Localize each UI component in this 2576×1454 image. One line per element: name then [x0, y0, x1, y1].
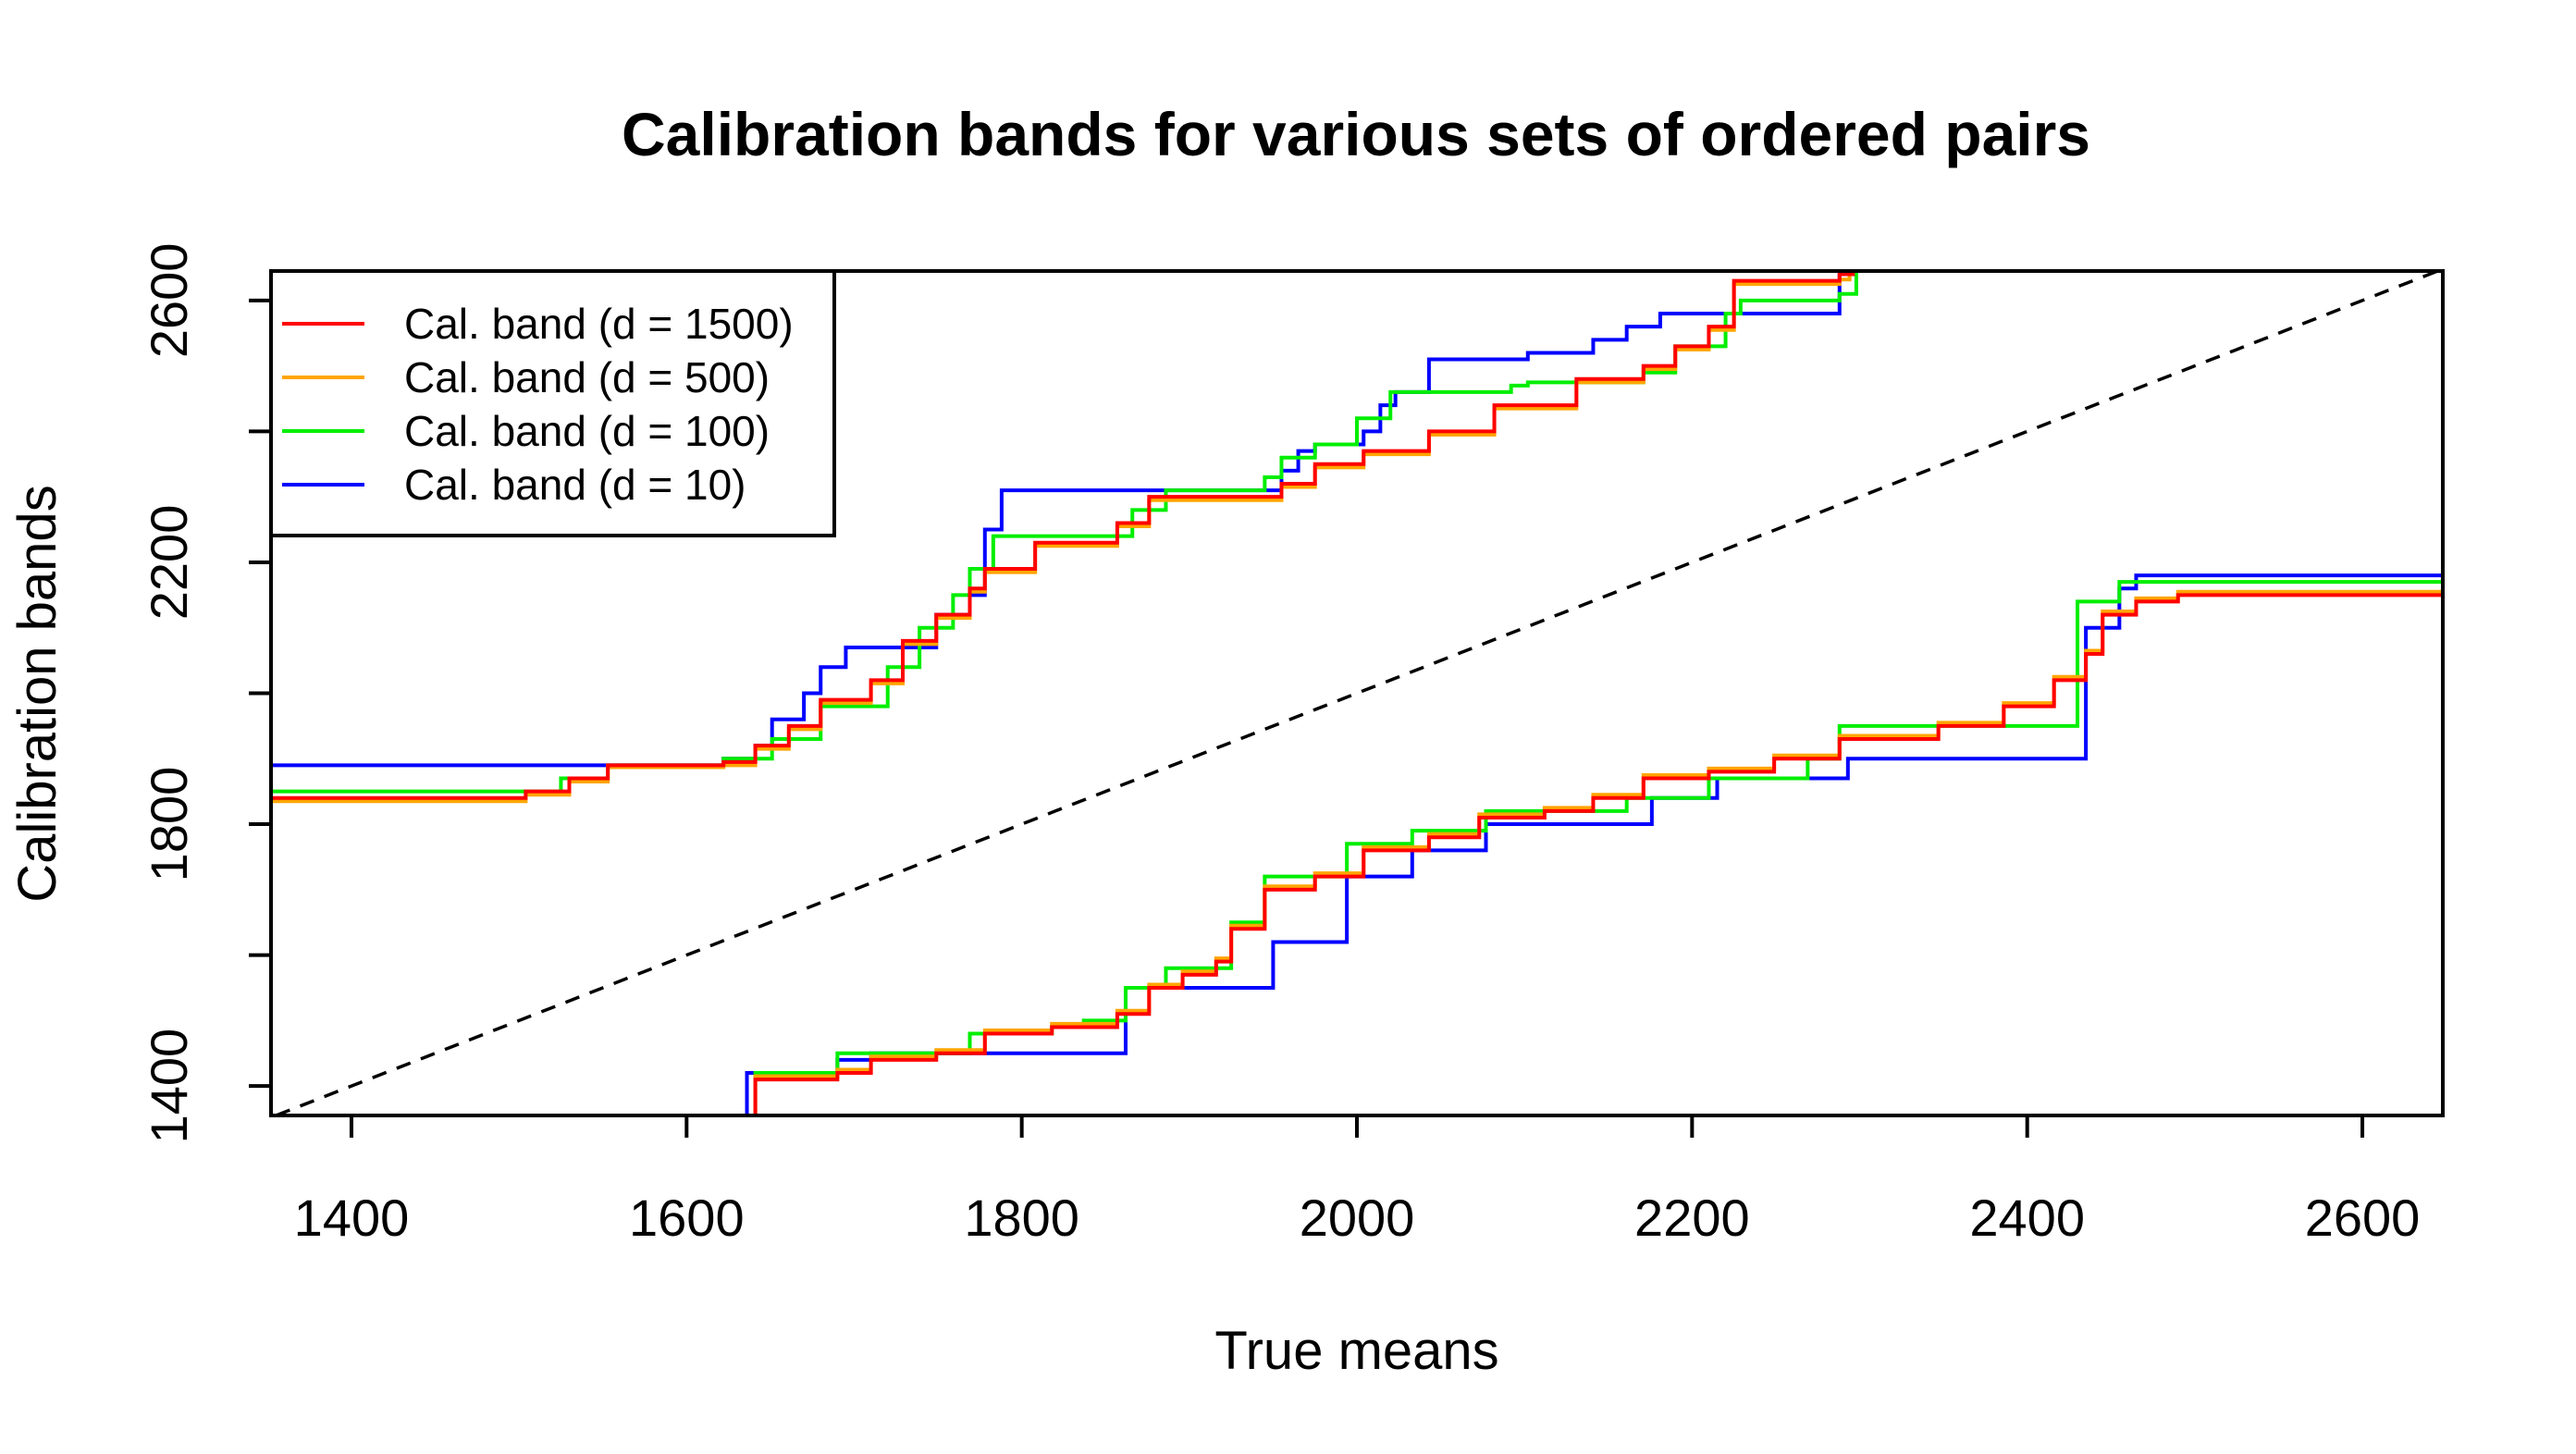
- legend-item: Cal. band (d = 100): [282, 407, 770, 455]
- x-tick-label: 2000: [1300, 1189, 1415, 1247]
- series-upper-band-d500: [271, 271, 1852, 804]
- legend-label: Cal. band (d = 100): [404, 407, 770, 455]
- series-lower-band-d1500: [689, 593, 2443, 1115]
- chart-title: Calibration bands for various sets of or…: [622, 100, 2090, 168]
- x-tick-label: 2200: [1634, 1189, 1750, 1247]
- y-tick-label: 2600: [140, 243, 198, 359]
- series-group: [271, 271, 2443, 1115]
- series-lower-band-d500: [693, 589, 2443, 1115]
- x-tick-label: 2400: [1969, 1189, 2085, 1247]
- x-tick-label: 1800: [964, 1189, 1079, 1247]
- series-upper-band-d1500: [271, 271, 1855, 800]
- x-axis-label: True means: [1214, 1321, 1498, 1381]
- y-tick-label: 1400: [140, 1029, 198, 1144]
- legend-box: [269, 269, 836, 537]
- x-tick-label: 1400: [294, 1189, 410, 1247]
- legend-item: Cal. band (d = 1500): [282, 300, 794, 348]
- legend-label: Cal. band (d = 1500): [404, 300, 794, 348]
- legend-label: Cal. band (d = 10): [404, 461, 746, 509]
- series-lower-band-d100: [686, 580, 2443, 1115]
- legend-item: Cal. band (d = 10): [282, 461, 746, 509]
- y-axis-label: Calibration bands: [7, 485, 68, 902]
- series-lower-band-d10: [697, 573, 2443, 1115]
- x-tick-label: 2600: [2305, 1189, 2421, 1247]
- legend-item: Cal. band (d = 500): [282, 353, 770, 401]
- legend: Cal. band (d = 1500) Cal. band (d = 500) C…: [269, 269, 836, 537]
- plot-area: 1400 1600 1800 2000 2200 2400 2600 1400 1800 2200…: [140, 243, 2445, 1247]
- x-tick-label: 1600: [629, 1189, 745, 1247]
- y-tick-label: 1800: [140, 767, 198, 882]
- y-tick-label: 2200: [140, 505, 198, 621]
- legend-label: Cal. band (d = 500): [404, 353, 770, 401]
